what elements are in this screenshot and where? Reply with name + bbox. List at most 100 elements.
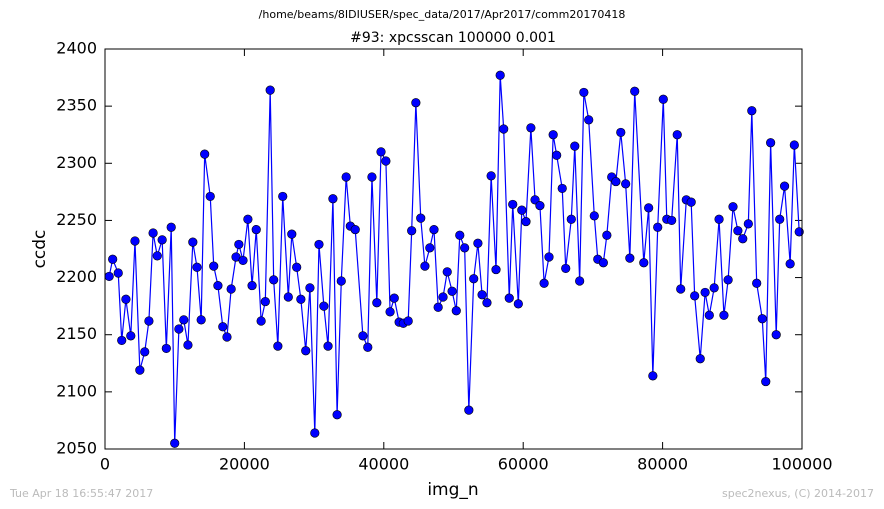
data-point: [621, 179, 631, 189]
data-point: [794, 227, 804, 237]
data-point: [566, 214, 576, 224]
y-tick-label: 2350: [56, 96, 97, 115]
data-point: [719, 310, 729, 320]
data-point: [188, 237, 198, 247]
data-point: [113, 268, 123, 278]
x-tick-label: 100000: [771, 455, 832, 474]
data-point: [752, 278, 762, 288]
data-point: [469, 274, 479, 284]
data-point: [616, 127, 626, 138]
x-tick-label: 20000: [219, 455, 270, 474]
data-point: [104, 271, 114, 282]
data-point: [672, 130, 682, 140]
data-point: [477, 290, 487, 300]
data-point: [218, 322, 228, 332]
data-point: [517, 205, 527, 215]
data-point: [200, 149, 210, 159]
data-point: [526, 123, 536, 133]
data-point: [584, 115, 594, 125]
data-point: [358, 331, 368, 341]
data-point: [639, 258, 649, 268]
data-point: [743, 219, 753, 229]
data-point: [499, 124, 509, 134]
data-point: [704, 310, 714, 320]
data-point: [310, 428, 320, 438]
x-axis-label: img_n: [427, 480, 478, 500]
y-tick-label: 2050: [56, 439, 97, 458]
data-point: [508, 199, 518, 210]
data-point: [589, 211, 599, 221]
data-point: [709, 283, 719, 293]
data-point: [247, 280, 257, 291]
data-point: [179, 315, 189, 325]
y-tick-label: 2200: [56, 267, 97, 286]
plot-frame: [104, 48, 803, 450]
data-point: [350, 224, 360, 235]
data-point: [287, 229, 297, 239]
y-tick-label: 2150: [56, 324, 97, 343]
data-point: [389, 293, 399, 303]
data-point: [226, 284, 236, 294]
data-point: [544, 252, 554, 262]
data-point: [602, 230, 612, 240]
data-point: [473, 238, 483, 248]
data-point: [265, 85, 275, 95]
data-point: [192, 262, 202, 272]
data-point: [690, 291, 700, 301]
data-point: [771, 330, 781, 340]
data-point: [121, 294, 131, 304]
data-point: [256, 316, 266, 326]
data-point: [723, 275, 733, 285]
data-point: [213, 280, 223, 291]
data-point: [278, 191, 288, 202]
data-point: [328, 194, 338, 204]
data-point: [170, 438, 180, 448]
x-tick-label: 0: [100, 455, 110, 474]
data-point: [135, 365, 145, 375]
data-point: [425, 243, 435, 253]
data-point: [174, 324, 184, 334]
data-point: [411, 98, 421, 108]
data-point: [205, 191, 215, 202]
data-point: [648, 371, 658, 381]
data-point: [785, 259, 795, 269]
data-point: [292, 262, 302, 272]
data-point: [460, 243, 470, 253]
data-point: [728, 202, 738, 212]
data-point: [438, 292, 448, 302]
x-tick-label: 80000: [637, 455, 688, 474]
data-point: [381, 156, 391, 166]
data-point: [757, 314, 767, 324]
data-point: [482, 298, 492, 308]
data-point: [301, 346, 311, 356]
data-point: [714, 214, 724, 224]
data-point: [535, 200, 545, 211]
data-point: [305, 283, 315, 293]
data-point: [260, 296, 270, 307]
data-point: [429, 224, 439, 235]
suptitle: /home/beams/8IDIUSER/spec_data/2017/Apr2…: [259, 8, 626, 21]
data-point: [455, 230, 465, 240]
data-point: [166, 222, 176, 232]
y-tick-label: 2100: [56, 381, 97, 400]
data-point: [341, 172, 351, 182]
data-point: [761, 376, 771, 387]
data-point: [183, 340, 193, 350]
data-point: [314, 239, 324, 250]
data-point: [126, 331, 136, 341]
data-point: [504, 293, 514, 303]
data-point: [403, 316, 413, 326]
data-point: [447, 286, 457, 296]
data-point: [464, 405, 474, 415]
data-point: [557, 183, 567, 194]
data-point: [789, 140, 799, 150]
data-point: [738, 234, 748, 244]
data-point: [407, 226, 417, 236]
data-point: [367, 172, 377, 182]
data-point: [296, 294, 306, 304]
data-point: [676, 284, 686, 294]
data-point: [570, 141, 580, 151]
data-point: [575, 276, 585, 286]
